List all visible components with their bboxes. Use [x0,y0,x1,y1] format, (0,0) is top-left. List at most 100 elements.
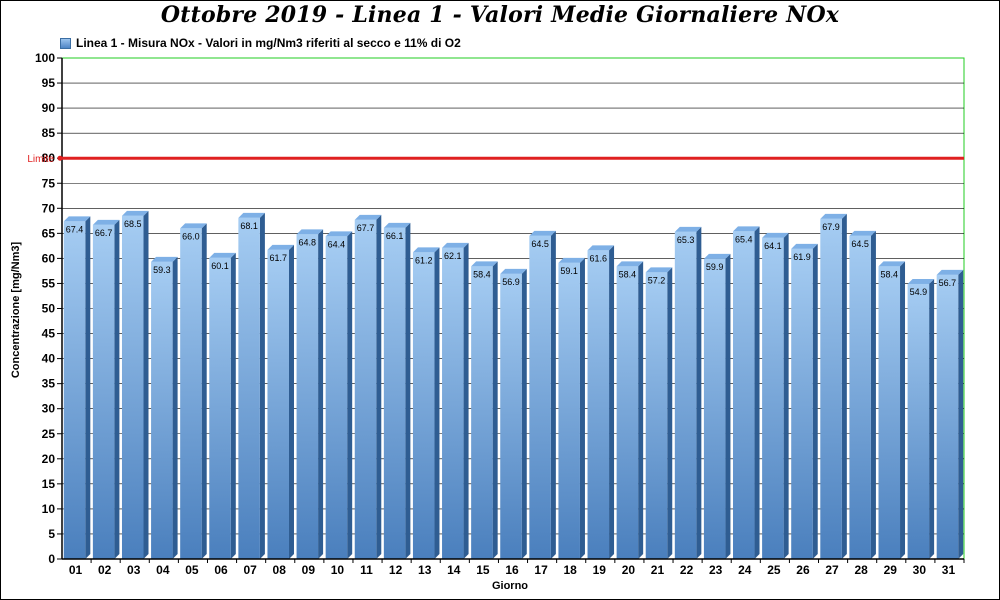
y-axis-title: Concentrazione [mg/Nm3] [10,242,22,379]
bar [238,217,260,559]
bar [674,231,697,560]
legend: Linea 1 - Misura NOx - Valori in mg/Nm3 … [60,36,461,50]
bar-top [703,253,731,259]
bar-top [412,247,440,253]
data-label: 58.4 [880,269,898,279]
bar-top [92,219,120,225]
bar-side [492,261,498,559]
data-label: 64.5 [851,239,869,249]
bar [791,248,813,560]
bar [645,272,668,559]
y-tick-label: 100 [35,51,55,65]
data-label: 58.4 [473,269,491,279]
bar [907,283,930,559]
bar-side [638,261,644,559]
bar-top [121,210,149,216]
y-tick-label: 65 [42,226,56,240]
x-tick-label: 22 [680,563,694,577]
bar [296,234,319,560]
bar-side [434,247,440,559]
bar [63,221,86,560]
data-label: 56.7 [939,278,957,288]
bar-side [841,213,847,560]
bar-side [900,261,906,559]
bar-side [463,242,469,559]
y-tick-label: 30 [42,402,56,416]
data-label: 57.2 [648,275,666,285]
y-tick-label: 15 [42,477,56,491]
bar [762,237,784,559]
bar [442,247,464,559]
bar [616,266,639,559]
bar [878,266,901,559]
x-tick-label: 20 [622,563,636,577]
data-label: 66.1 [386,231,404,241]
data-label: 56.9 [502,277,520,287]
bar [180,228,202,559]
y-tick-label: 0 [48,552,55,566]
bar [703,258,726,559]
x-tick-label: 02 [98,563,112,577]
bar-side [405,222,411,560]
bar-top [180,223,207,229]
chart-title: Ottobre 2019 - Linea 1 - Valori Medie Gi… [160,2,840,28]
data-label: 61.2 [415,255,433,265]
bar [412,252,435,559]
bar-top [791,243,818,249]
y-tick-label: 75 [42,176,56,190]
x-tick-label: 03 [127,563,141,577]
x-tick-label: 31 [942,563,956,577]
bar-top [616,261,644,267]
bar-side [259,212,265,559]
y-tick-label: 20 [42,452,56,466]
bar-side [143,210,149,559]
bar-top [383,222,411,228]
data-label: 62.1 [444,251,462,261]
bar [325,236,348,559]
bar-top [733,226,760,232]
x-tick-label: 30 [913,563,927,577]
bar [733,231,755,559]
bar-side [783,232,789,559]
bar-top [849,230,876,236]
bar-side [929,278,935,559]
bar [529,235,551,560]
bar-top [645,267,673,273]
bar-top [762,232,789,238]
bar [820,218,842,560]
bar-side [667,267,673,559]
legend-swatch [60,37,71,49]
limit-marker [57,155,63,161]
y-tick-label: 5 [48,527,55,541]
data-label: 60.1 [211,261,229,271]
y-tick-label: 95 [42,76,56,90]
x-tick-label: 26 [796,563,810,577]
data-label: 64.4 [328,239,346,249]
y-tick-label: 90 [42,101,56,115]
data-label: 66.0 [182,231,200,241]
y-tick-label: 35 [42,377,56,391]
x-axis-title: Giorno [492,580,528,592]
x-tick-label: 16 [505,563,519,577]
bar-top [936,269,964,275]
data-label: 68.5 [124,219,142,229]
bar-top [267,244,294,250]
bar-side [550,230,556,560]
y-tick-label: 80 [42,151,56,165]
x-tick-label: 14 [447,563,461,577]
x-tick-label: 01 [69,563,83,577]
bar-top [674,226,702,232]
bar-top [354,214,382,220]
y-tick-label: 85 [42,126,56,140]
bar [849,235,871,560]
x-tick-label: 19 [593,563,607,577]
bar-top [558,257,585,263]
data-label: 59.9 [706,262,724,272]
bar-side [318,229,324,560]
data-label: 61.7 [269,253,287,263]
y-tick-label: 40 [42,352,56,366]
bar-side [85,216,91,560]
data-label: 54.9 [910,287,928,297]
bar-side [725,253,731,559]
bar [121,215,144,559]
